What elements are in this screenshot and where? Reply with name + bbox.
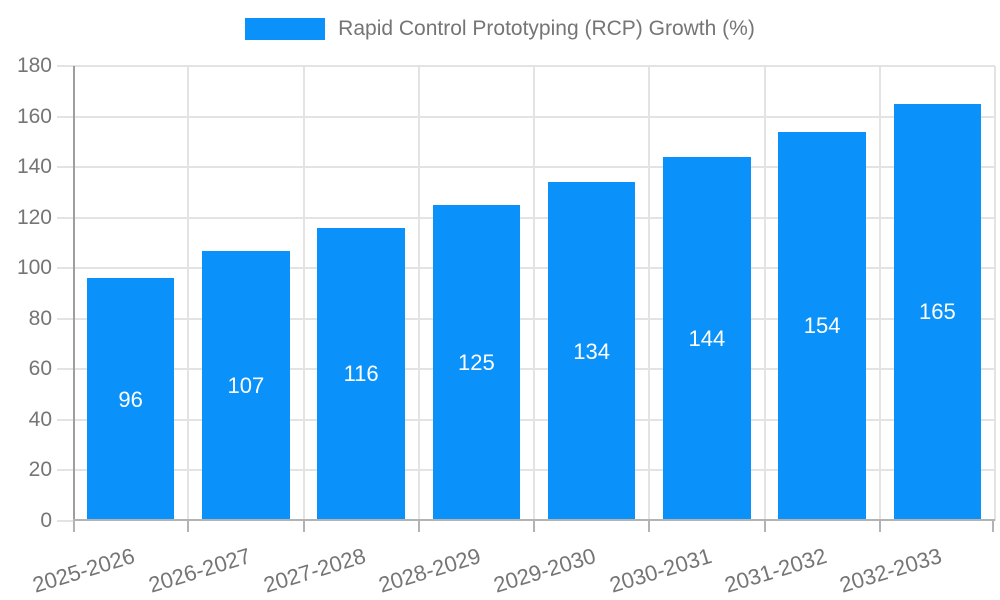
- x-axis-tick: [73, 521, 75, 532]
- gridline-vertical: [302, 66, 305, 521]
- gridline-horizontal: [57, 418, 995, 421]
- gridline-horizontal: [57, 65, 995, 67]
- y-tick-label: 40: [28, 407, 52, 431]
- y-tick-label: 100: [16, 256, 52, 280]
- x-axis-tick: [878, 521, 881, 532]
- x-tick-label: 2027-2028: [260, 543, 369, 598]
- bar: 96: [86, 278, 175, 521]
- gridline-vertical: [878, 66, 881, 521]
- bar: 165: [893, 103, 982, 521]
- y-tick-label: 60: [28, 357, 52, 381]
- y-axis-tick: [57, 520, 73, 522]
- x-axis-tick: [187, 521, 190, 532]
- gridline-horizontal: [57, 216, 995, 219]
- bar-value-label: 107: [227, 372, 265, 398]
- y-tick-label: 20: [28, 458, 52, 482]
- x-tick-label: 2025-2026: [30, 543, 138, 598]
- bar: 107: [202, 250, 290, 521]
- bar-value-label: 144: [688, 326, 726, 351]
- bar: 134: [547, 182, 636, 521]
- y-tick-label: 140: [16, 155, 52, 179]
- x-tick-label: 2029-2030: [491, 543, 599, 598]
- x-tick-label: 2030-2031: [606, 543, 715, 598]
- bar-value-label: 154: [803, 313, 841, 339]
- bar-value-label: 116: [343, 361, 379, 387]
- bar-value-label: 134: [573, 338, 610, 364]
- gridline-vertical: [187, 66, 190, 521]
- gridline-vertical: [417, 66, 420, 521]
- x-axis-line: [73, 519, 995, 521]
- x-tick-label: 2026-2027: [145, 543, 254, 598]
- legend[interactable]: Rapid Control Prototyping (RCP) Growth (…: [0, 17, 1000, 41]
- gridline-horizontal: [57, 115, 995, 118]
- legend-label: Rapid Control Prototyping (RCP) Growth (…: [338, 17, 755, 40]
- x-axis-tick: [763, 521, 766, 532]
- y-tick-label: 180: [16, 54, 52, 77]
- x-tick-label: 2031-2032: [721, 543, 830, 598]
- x-axis-tick: [648, 521, 651, 532]
- bar: 144: [663, 157, 751, 521]
- legend-swatch[interactable]: [245, 18, 326, 40]
- x-tick-label: 2032-2033: [836, 543, 945, 598]
- gridline-horizontal: [57, 317, 995, 320]
- plot-area: 0 20 40 60 80 100 120 140 160 180 96 107 116 125 134 14…: [17, 54, 996, 598]
- x-axis-tick: [533, 521, 535, 532]
- bar: 125: [432, 205, 521, 521]
- bar-value-label: 165: [919, 299, 956, 325]
- bar-value-label: 125: [458, 350, 495, 376]
- bar: 116: [317, 227, 405, 521]
- y-tick-label: 0: [40, 509, 52, 532]
- y-axis-line: [73, 66, 75, 521]
- gridline-vertical: [533, 66, 535, 521]
- y-tick-label: 160: [16, 104, 52, 128]
- x-axis-tick: [302, 521, 305, 532]
- bar-value-label: 96: [118, 386, 143, 412]
- gridline-vertical: [763, 66, 766, 521]
- x-axis-tick: [417, 521, 420, 532]
- x-axis-tick: [992, 521, 994, 532]
- y-tick-label: 120: [16, 205, 52, 229]
- gridline-horizontal: [57, 267, 995, 270]
- gridline-horizontal: [57, 166, 995, 169]
- gridline-horizontal: [57, 368, 995, 371]
- x-tick-label: 2028-2029: [375, 543, 484, 598]
- bar: 154: [778, 131, 866, 521]
- gridline-vertical: [648, 66, 651, 521]
- y-tick-label: 80: [28, 306, 52, 330]
- gridline-horizontal: [57, 469, 995, 472]
- gridline-vertical: [994, 66, 996, 521]
